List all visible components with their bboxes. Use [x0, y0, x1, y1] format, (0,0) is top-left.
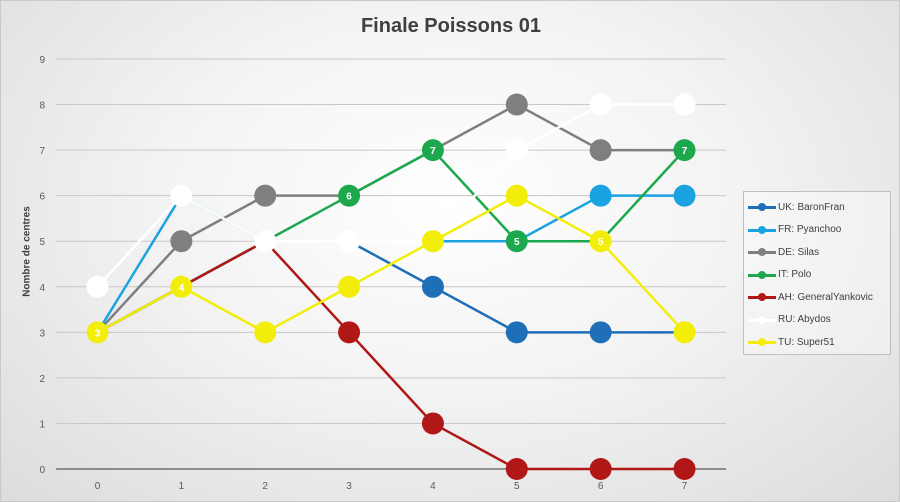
legend-label: RU: Abydos: [778, 314, 831, 326]
legend-item: TU: Super51: [744, 331, 890, 354]
data-point: [254, 321, 277, 344]
data-point: [505, 458, 528, 480]
data-point: [589, 321, 612, 344]
y-tick-label: 7: [39, 146, 45, 157]
data-point: [505, 184, 528, 207]
chart-title: Finale Poissons 01: [360, 15, 542, 37]
data-point: [673, 458, 696, 480]
x-tick-label: 0: [95, 481, 101, 492]
data-point: [589, 184, 612, 207]
data-point: [589, 139, 612, 162]
data-point: [86, 321, 109, 344]
data-label: 4: [179, 283, 185, 294]
data-point: [505, 139, 528, 162]
legend-label: TU: Super51: [778, 336, 835, 348]
data-label: 3: [95, 328, 101, 339]
series-line: [96, 103, 685, 334]
data-point: [338, 321, 361, 344]
data-label: 7: [430, 146, 436, 157]
y-tick-label: 9: [39, 55, 45, 66]
legend-swatch: [748, 337, 776, 347]
legend-item: DE: Silas: [744, 241, 890, 264]
data-label: 7: [682, 146, 688, 157]
y-tick-label: 6: [39, 192, 45, 203]
series-line: [96, 103, 685, 288]
legend-item: FR: Pyanchoo: [744, 219, 890, 242]
data-point: [589, 230, 612, 253]
y-tick-label: 8: [39, 101, 45, 112]
data-point: [421, 412, 444, 435]
legend-label: FR: Pyanchoo: [778, 224, 842, 236]
y-tick-label: 1: [39, 419, 45, 430]
data-point: [589, 458, 612, 480]
x-tick-label: 2: [262, 481, 268, 492]
y-tick-label: 5: [39, 237, 45, 248]
data-point: [338, 184, 361, 207]
legend-swatch: [748, 292, 776, 302]
data-point: [421, 230, 444, 253]
legend-swatch: [748, 247, 776, 257]
legend-item: AH: GeneralYankovic: [744, 286, 890, 309]
data-point: [421, 139, 444, 162]
data-point: [254, 230, 277, 253]
legend-label: AH: GeneralYankovic: [778, 291, 873, 303]
data-point: [673, 321, 696, 344]
y-tick-label: 3: [39, 328, 45, 339]
data-point: [170, 184, 193, 207]
x-tick-label: 3: [346, 481, 352, 492]
y-tick-label: 4: [39, 283, 45, 294]
data-point: [505, 230, 528, 253]
legend-swatch: [748, 225, 776, 235]
legend-swatch: [748, 202, 776, 212]
y-tick-label: 0: [39, 465, 45, 476]
legend-item: IT: Polo: [744, 264, 890, 287]
data-point: [505, 321, 528, 344]
data-point: [338, 275, 361, 298]
legend-swatch: [748, 315, 776, 325]
x-tick-label: 6: [598, 481, 604, 492]
data-label: 5: [598, 237, 604, 248]
legend-item: UK: BaronFran: [744, 196, 890, 219]
data-point: [86, 275, 109, 298]
x-tick-label: 5: [514, 481, 520, 492]
legend-label: IT: Polo: [778, 269, 812, 281]
x-tick-label: 1: [179, 481, 185, 492]
data-point: [254, 184, 277, 207]
legend-item: RU: Abydos: [744, 309, 890, 332]
data-point: [421, 275, 444, 298]
data-point: [505, 93, 528, 116]
data-point: [338, 230, 361, 253]
legend-swatch: [748, 270, 776, 280]
y-tick-label: 2: [39, 374, 45, 385]
data-point: [673, 184, 696, 207]
data-point: [170, 230, 193, 253]
data-point: [673, 93, 696, 116]
data-point: [673, 139, 696, 162]
legend-label: UK: BaronFran: [778, 201, 845, 213]
x-tick-label: 4: [430, 481, 436, 492]
data-label: 5: [514, 237, 520, 248]
legend-label: DE: Silas: [778, 246, 820, 258]
data-point: [170, 275, 193, 298]
legend: UK: BaronFran FR: Pyanchoo DE: Silas IT: Po…: [743, 191, 891, 355]
series-line: [96, 194, 686, 334]
series-line: [96, 239, 685, 471]
data-point: [589, 93, 612, 116]
data-label: 6: [346, 192, 352, 203]
x-tick-label: 7: [682, 481, 688, 492]
